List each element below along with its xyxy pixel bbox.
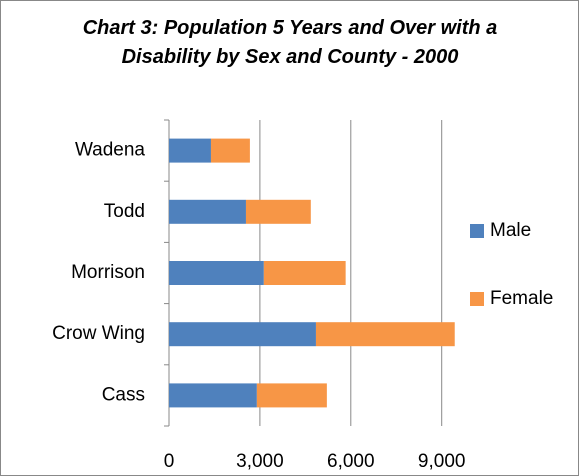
legend-swatch xyxy=(470,292,484,306)
y-tick-label: Crow Wing xyxy=(52,323,145,344)
bar-segment xyxy=(169,322,316,347)
x-tick-label: 3,000 xyxy=(236,451,284,472)
legend-label: Male xyxy=(490,220,531,241)
bar-segment xyxy=(210,138,250,163)
bar-segment xyxy=(169,199,246,224)
y-tick-label: Cass xyxy=(102,384,145,405)
x-tick-label: 9,000 xyxy=(418,451,466,472)
y-tick-label: Todd xyxy=(104,201,145,222)
legend-swatch xyxy=(470,224,484,238)
y-tick-label: Wadena xyxy=(75,140,145,161)
x-tick-label: 6,000 xyxy=(327,451,375,472)
bar-segment xyxy=(263,261,346,285)
bar-segment xyxy=(169,261,264,285)
bar-segment xyxy=(256,383,327,408)
legend-label: Female xyxy=(490,288,553,309)
x-tick-label: 0 xyxy=(164,451,175,472)
bar-segment xyxy=(169,138,211,163)
y-tick-label: Morrison xyxy=(71,262,145,283)
bar-segment xyxy=(169,383,257,408)
bar-segment xyxy=(315,322,455,347)
chart-title: Chart 3: Population 5 Years and Over wit… xyxy=(82,17,498,68)
bar-segment xyxy=(245,199,311,224)
